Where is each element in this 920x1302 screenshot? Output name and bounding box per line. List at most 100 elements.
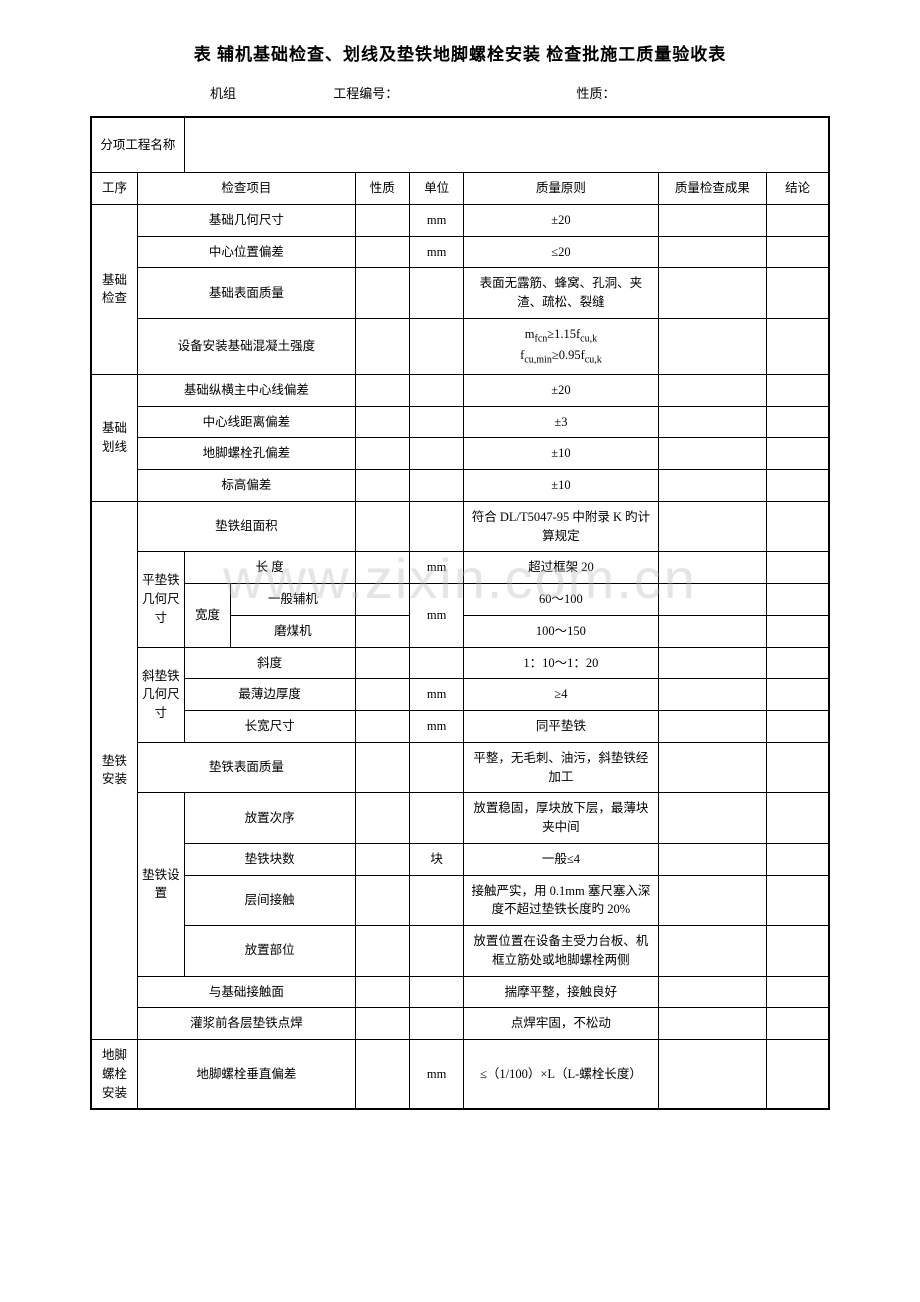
cell [658,501,767,552]
item: 灌浆前各层垫铁点焊 [138,1008,355,1040]
cell [658,552,767,584]
table-row: 宽度 一般辅机 mm 60～100 [91,584,829,616]
table-header-row: 工序 检查项目 性质 单位 质量原则 质量检查成果 结论 [91,173,829,205]
cell [409,318,463,374]
item: 层间接触 [184,875,355,926]
cell: 放置位置在设备主受力台板、机框立筋处或地脚螺栓两侧 [464,926,658,977]
item: 与基础接触面 [138,976,355,1008]
cell [355,438,409,470]
item: 垫铁块数 [184,843,355,875]
cell [658,976,767,1008]
table-row: 放置部位 放置位置在设备主受力台板、机框立筋处或地脚螺栓两侧 [91,926,829,977]
cell [409,438,463,470]
table-row: 平垫铁几何尺寸 长 度 mm 超过框架 20 [91,552,829,584]
cell [767,647,829,679]
col-result: 质量检查成果 [658,173,767,205]
cell [658,793,767,844]
cell [409,1008,463,1040]
item: 最薄边厚度 [184,679,355,711]
table-row: 中心线距离偏差 ±3 [91,406,829,438]
cell [767,501,829,552]
cell [355,926,409,977]
cell [767,976,829,1008]
col-check-item: 检查项目 [138,173,355,205]
cell [355,843,409,875]
table-row: 与基础接触面 揣摩平整，接触良好 [91,976,829,1008]
table-row: 垫铁安装 垫铁组面积 符合 DL/T5047-95 中附录 K 旳计算规定 [91,501,829,552]
cell [767,1040,829,1110]
table-row: 基础表面质量 表面无露筋、蜂窝、孔洞、夹渣、疏松、裂缝 [91,268,829,319]
item: 一般辅机 [231,584,355,616]
table-row: 基础划线 基础纵横主中心线偏差 ±20 [91,374,829,406]
cell [767,875,829,926]
cell: ≤（1/100）×L（L-螺栓长度） [464,1040,658,1110]
cell: mm [409,236,463,268]
cell [658,843,767,875]
item: 长宽尺寸 [184,711,355,743]
cell [658,268,767,319]
item: 垫铁表面质量 [138,742,355,793]
cell [767,406,829,438]
cell [767,742,829,793]
cell: 接触严实，用 0.1mm 塞尺塞入深度不超过垫铁长度旳 20% [464,875,658,926]
meta-row: 机组 工程编号： 性质： [90,83,830,102]
cell [658,438,767,470]
cell [658,406,767,438]
item: 设备安装基础混凝土强度 [138,318,355,374]
cell [355,584,409,616]
cell [409,976,463,1008]
table-row: 垫铁设置 放置次序 放置稳固，厚块放下层，最薄块夹中间 [91,793,829,844]
col-nature: 性质 [355,173,409,205]
table-row: 地脚螺栓安装 地脚螺栓垂直偏差 mm ≤（1/100）×L（L-螺栓长度） [91,1040,829,1110]
cell: 符合 DL/T5047-95 中附录 K 旳计算规定 [464,501,658,552]
cell: ±20 [464,204,658,236]
item: 中心线距离偏差 [138,406,355,438]
cell [409,926,463,977]
cell [355,793,409,844]
cell: 放置稳固，厚块放下层，最薄块夹中间 [464,793,658,844]
cell: 60～100 [464,584,658,616]
cell: ≤20 [464,236,658,268]
cell [767,711,829,743]
cell [355,406,409,438]
item: 垫铁组面积 [138,501,355,552]
cell [409,406,463,438]
subproject-value [184,117,829,173]
cell: ≥4 [464,679,658,711]
table-row: 垫铁表面质量 平整，无毛刺、油污，斜垫铁经加工 [91,742,829,793]
cell [767,679,829,711]
cell [658,318,767,374]
cell: 块 [409,843,463,875]
cell [767,438,829,470]
group-anchor-bolt: 地脚螺栓安装 [91,1040,138,1110]
item: 地脚螺栓孔偏差 [138,438,355,470]
table-row: 中心位置偏差 mm ≤20 [91,236,829,268]
cell: 表面无露筋、蜂窝、孔洞、夹渣、疏松、裂缝 [464,268,658,319]
col-unit: 单位 [409,173,463,205]
cell-formula: mfcn≥1.15fcu,k fcu,min≥0.95fcu,k [464,318,658,374]
table-row: 灌浆前各层垫铁点焊 点焊牢固，不松动 [91,1008,829,1040]
cell [409,793,463,844]
table-row: 层间接触 接触严实，用 0.1mm 塞尺塞入深度不超过垫铁长度旳 20% [91,875,829,926]
width-label: 宽度 [184,584,231,648]
cell [767,793,829,844]
cell [355,318,409,374]
cell [658,236,767,268]
group-shim-install: 垫铁安装 [91,501,138,1039]
cell [355,204,409,236]
cell [355,615,409,647]
cell [658,374,767,406]
meta-nature-label: 性质： [577,83,616,102]
cell: 点焊牢固，不松动 [464,1008,658,1040]
cell [355,1008,409,1040]
item: 标高偏差 [138,470,355,502]
table-row: 分项工程名称 [91,117,829,173]
cell [355,647,409,679]
cell [355,742,409,793]
cell [355,1040,409,1110]
item: 斜度 [184,647,355,679]
cell: ±10 [464,470,658,502]
item: 中心位置偏差 [138,236,355,268]
cell: mm [409,711,463,743]
cell [658,584,767,616]
